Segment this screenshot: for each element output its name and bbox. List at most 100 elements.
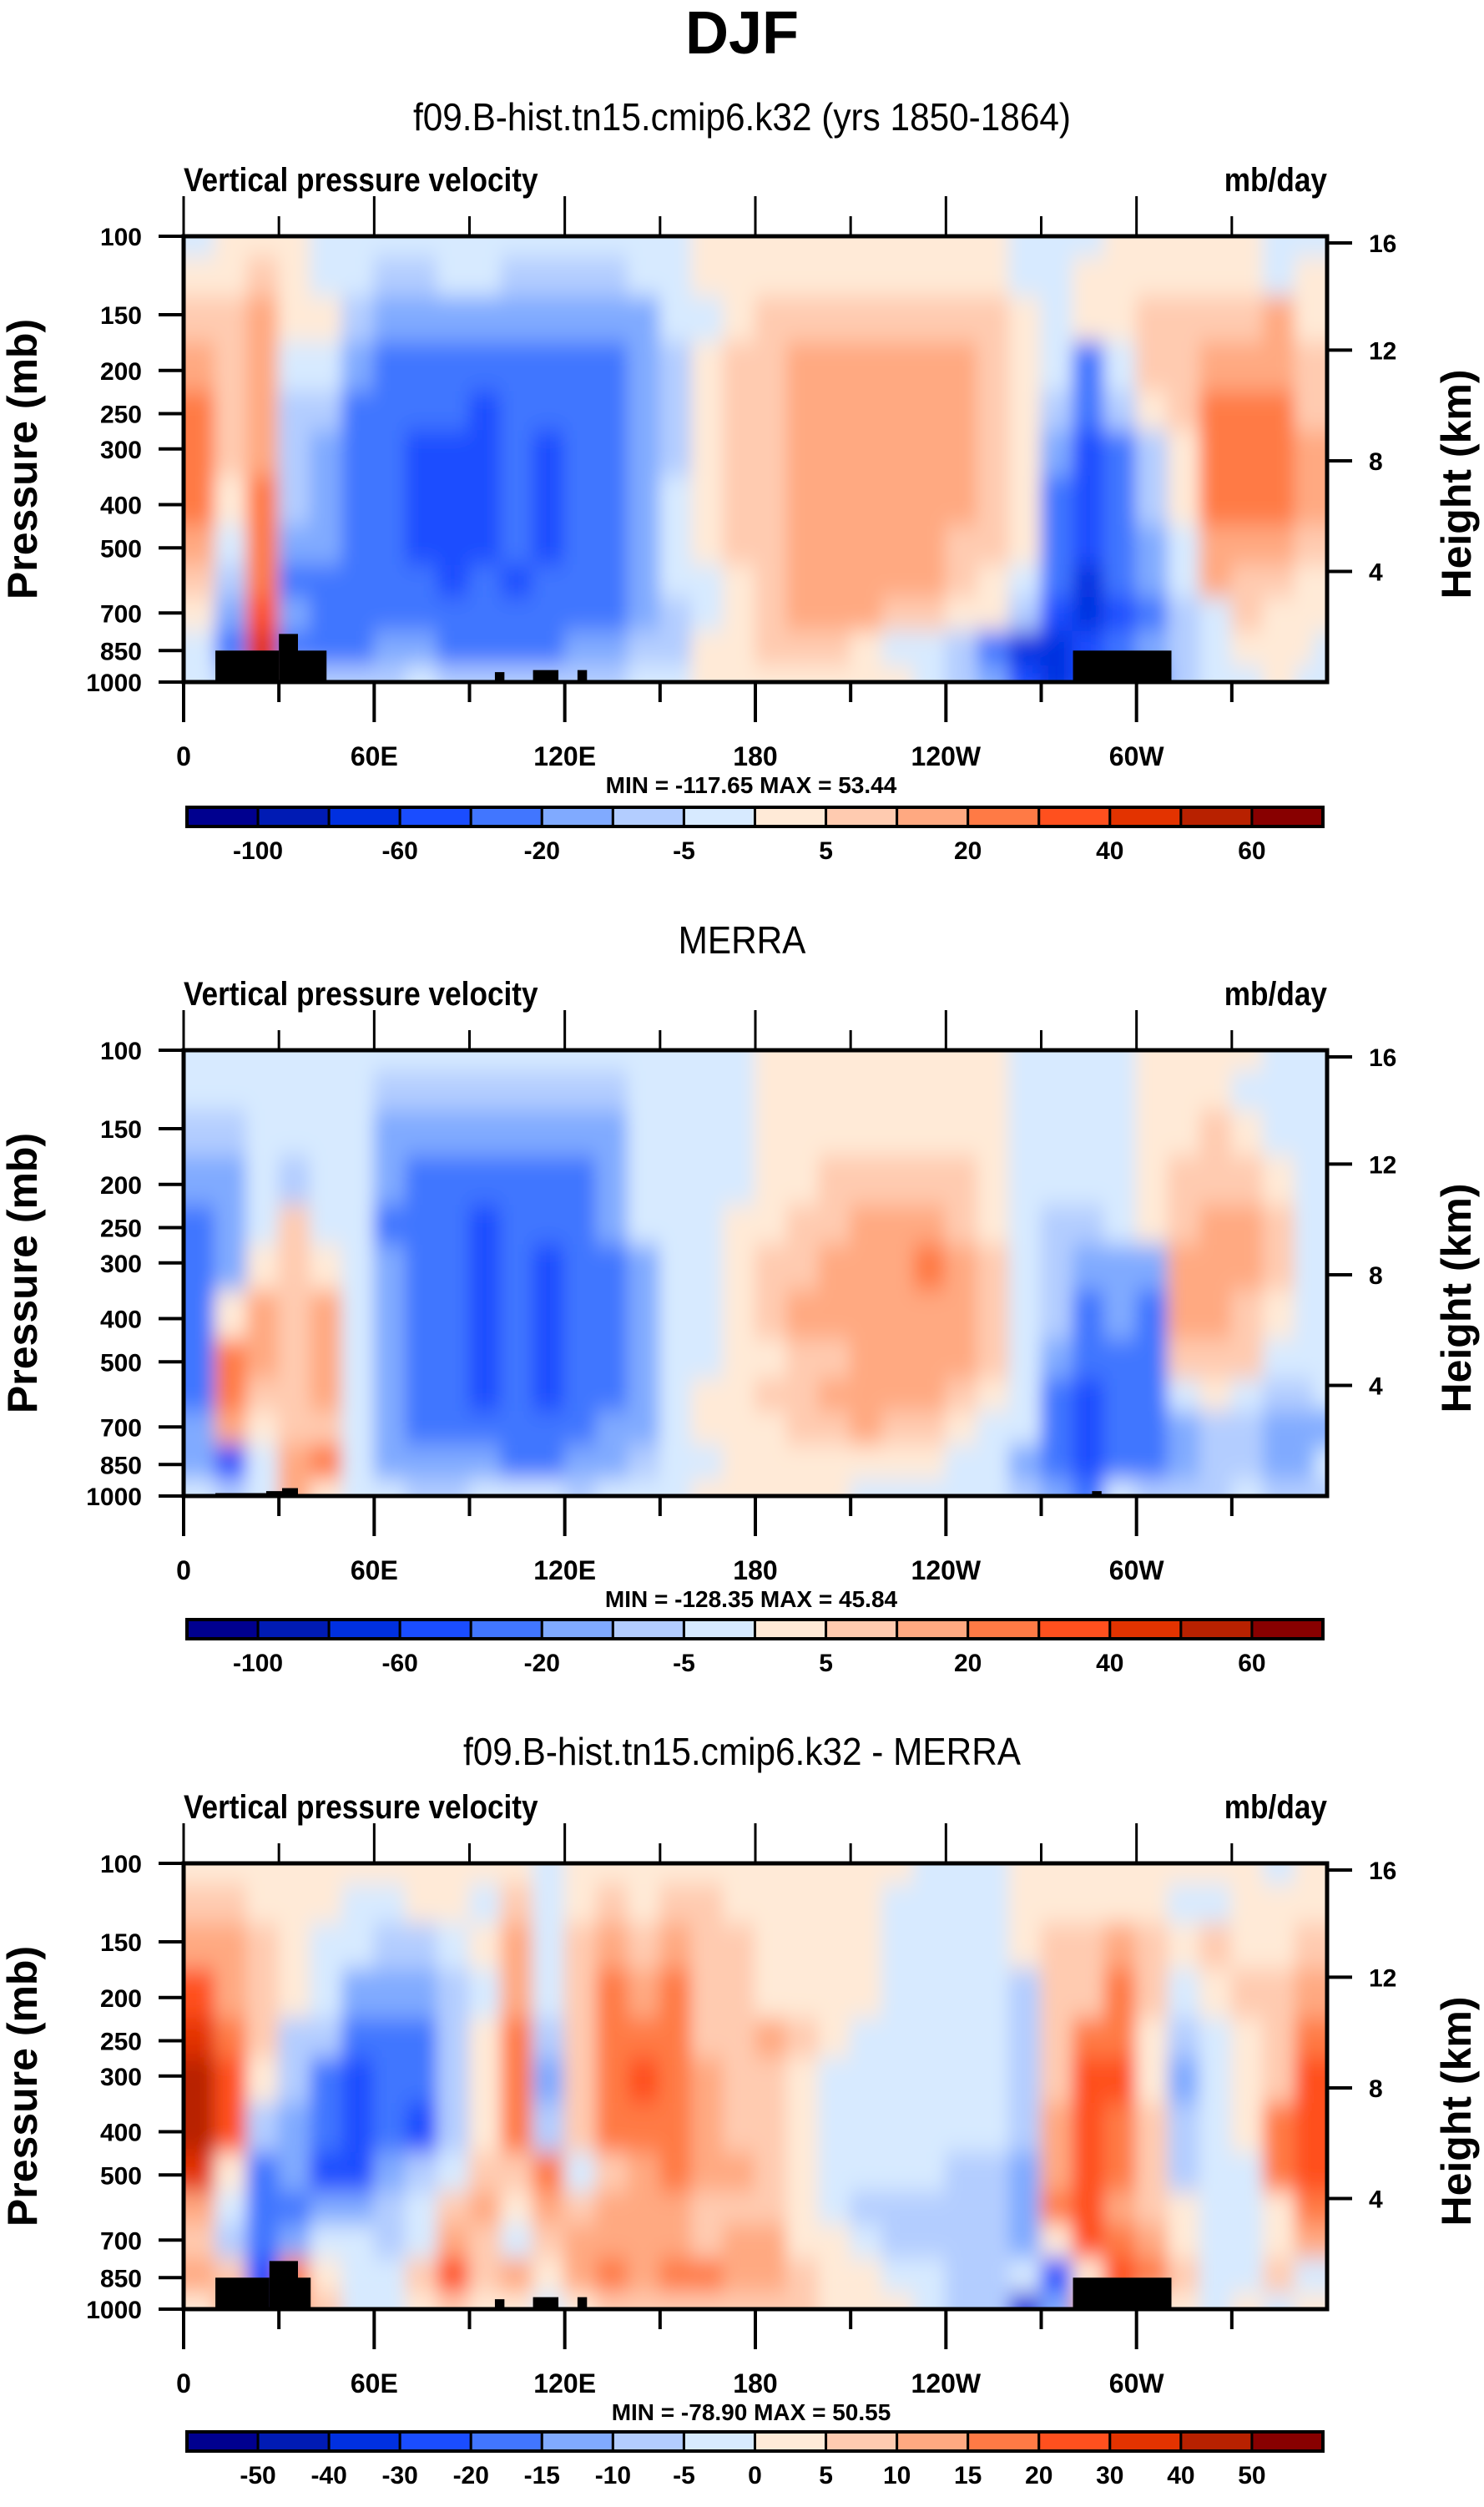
field-cell (690, 630, 724, 668)
field-cell (595, 2257, 629, 2295)
field-cell (977, 2191, 1011, 2226)
field-cell (1199, 1479, 1233, 1496)
field-cell (1135, 525, 1169, 567)
field-cell (977, 597, 1011, 633)
field-cell (913, 296, 947, 344)
field-cell (755, 1883, 789, 1925)
field-cell (1230, 1969, 1264, 2020)
field-cell (1008, 1109, 1042, 1158)
field-cell (1199, 1290, 1233, 1342)
panel-title: MERRA (678, 918, 806, 962)
field-cell (818, 2018, 852, 2060)
field-cell (1040, 630, 1074, 668)
field-cell (532, 1969, 566, 2020)
field-cell (1103, 2152, 1138, 2194)
field-cell (184, 1290, 217, 1342)
field-cell (246, 564, 280, 599)
field-cell (437, 2257, 471, 2295)
field-cell (722, 1155, 756, 1207)
field-cell (1262, 256, 1296, 298)
terrain-mask (533, 2297, 559, 2309)
field-cell (468, 1109, 502, 1158)
field-cell (850, 1969, 884, 2020)
field-cell (1040, 2057, 1074, 2105)
field-cell (1008, 1479, 1042, 1496)
field-cell (1294, 1205, 1327, 1246)
field-cell (627, 1339, 661, 1381)
field-cell (405, 2103, 439, 2155)
field-cell (563, 2257, 598, 2295)
field-cell (246, 1290, 280, 1342)
field-cell (786, 1205, 820, 1246)
field-cell (1135, 1883, 1169, 1925)
field-cell (627, 1969, 661, 2020)
field-cell (246, 391, 280, 432)
field-cell (1294, 256, 1327, 298)
field-cell (405, 1863, 439, 1886)
field-cell (532, 1923, 566, 1971)
field-cell (1294, 391, 1327, 432)
field-cell (1040, 1479, 1074, 1496)
field-cell (977, 1050, 1011, 1073)
field-cell (1135, 1411, 1169, 1447)
field-cell (595, 525, 629, 567)
field-cell (595, 1109, 629, 1158)
field-cell (1008, 1411, 1042, 1447)
field-cell (818, 564, 852, 599)
field-cell (786, 341, 820, 393)
field-cell (755, 1479, 789, 1496)
field-cell (786, 597, 820, 633)
field-cell (437, 1070, 471, 1112)
field-cell (1135, 1070, 1169, 1112)
x-tick-label: 60E (351, 741, 398, 771)
field-cell (1135, 2018, 1169, 2060)
field-cell (1262, 665, 1296, 682)
field-cell (278, 2224, 312, 2260)
field-cell (786, 525, 820, 567)
field-cell (1167, 296, 1201, 344)
colorbar-swatch (327, 806, 401, 828)
field-cell (1008, 1155, 1042, 1207)
field-cell (437, 2224, 471, 2260)
field-cell (1199, 564, 1233, 599)
field-cell (437, 2018, 471, 2060)
field-cell (627, 1050, 661, 1073)
field-cell (977, 1479, 1011, 1496)
field-cell (722, 1479, 756, 1496)
field-cell (913, 630, 947, 668)
field-cell (184, 1479, 217, 1496)
field-cell (373, 1244, 407, 1292)
field-cell (690, 2292, 724, 2309)
field-cell (1072, 1050, 1106, 1073)
field-cell (945, 2191, 979, 2226)
field-cell (437, 1479, 471, 1496)
field-cell (246, 2018, 280, 2060)
field-cell (1262, 476, 1296, 528)
field-cell (1167, 2057, 1201, 2105)
field-cell (850, 1050, 884, 1073)
field-cell (1008, 256, 1042, 298)
field-cell (500, 1479, 534, 1496)
field-cell (1262, 1109, 1296, 1158)
field-cell (818, 1155, 852, 1207)
field-cell (246, 1411, 280, 1447)
field-cell (977, 2257, 1011, 2295)
field-cell (468, 1205, 502, 1246)
field-cell (373, 1444, 407, 1482)
field-cell (690, 2257, 724, 2295)
field-cell (310, 525, 344, 567)
y-tick-right-label: 8 (1369, 1262, 1383, 1290)
field-cell (373, 1479, 407, 1496)
field-cell (215, 1070, 249, 1112)
field-cell (722, 236, 756, 259)
field-cell (341, 1050, 376, 1073)
field-cell (627, 341, 661, 393)
field-cell (184, 2057, 217, 2105)
colorbar-swatch (754, 1618, 828, 1640)
y-tick-label: 850 (100, 2265, 142, 2292)
field-cell (468, 430, 502, 478)
field-cell (1040, 2224, 1074, 2260)
colorbar-swatch (1250, 1618, 1325, 1640)
field-cell (1294, 341, 1327, 393)
field-cell (659, 1923, 693, 1971)
